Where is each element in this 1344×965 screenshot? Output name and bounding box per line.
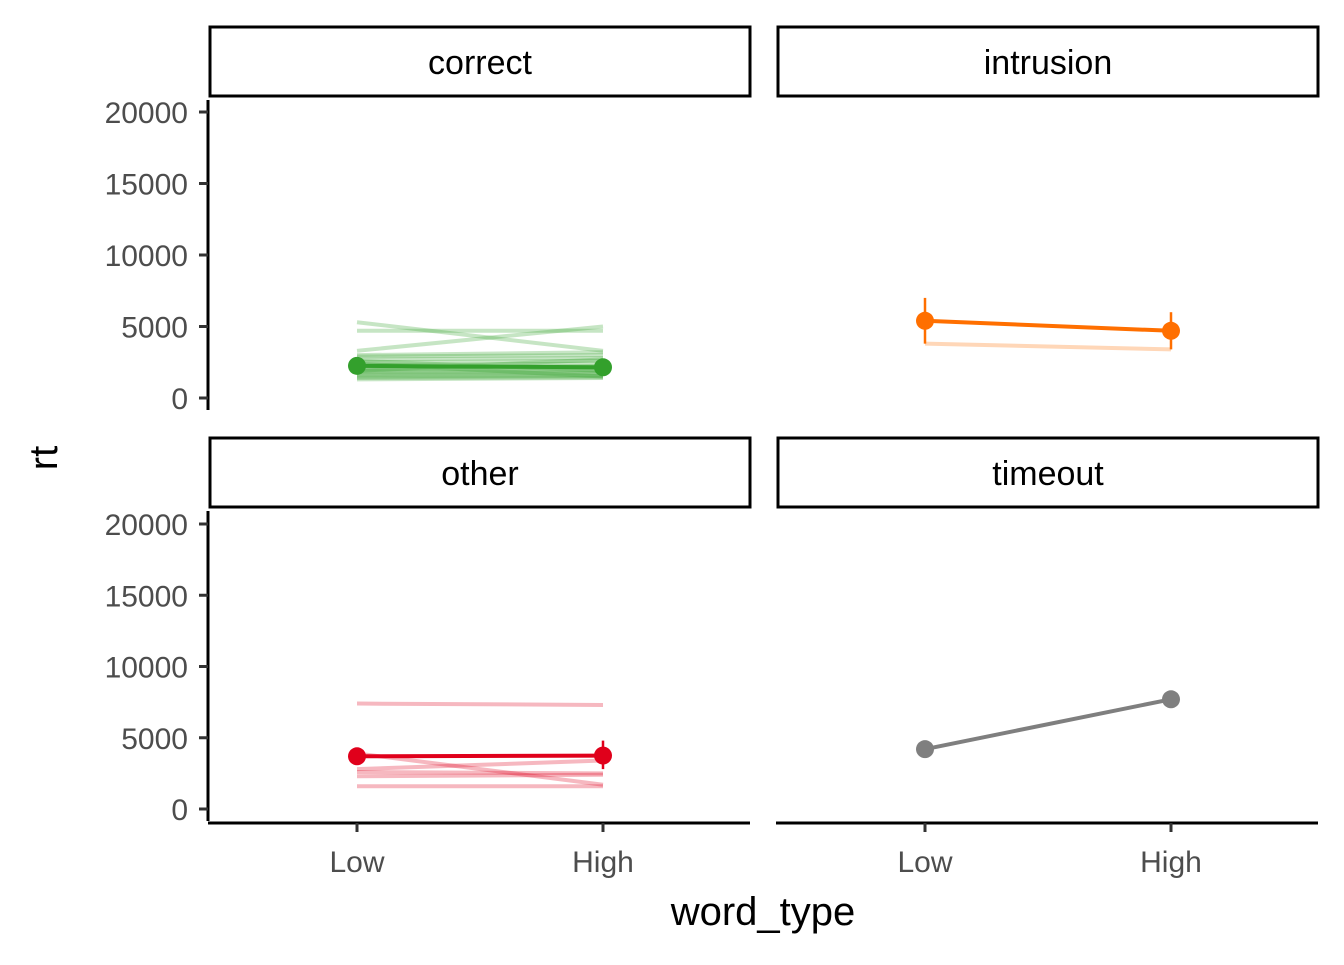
individual-series-line — [356, 375, 604, 380]
y-axis-title: rt — [22, 446, 66, 470]
x-tick-label: Low — [329, 846, 384, 879]
mean-line — [356, 363, 604, 370]
strip-box-timeout — [776, 436, 1320, 509]
mean-line — [924, 697, 1172, 752]
mean-point — [348, 747, 366, 766]
panel-timeout: timeout Low High — [776, 436, 1320, 879]
mean-line — [356, 753, 604, 759]
individual-series-line — [356, 372, 604, 378]
y-tick-label: 20000 — [105, 509, 188, 542]
panel-other: other 0 5000 10000 15000 20000 Low High — [105, 436, 752, 879]
panel-intrusion: intrusion — [776, 25, 1320, 352]
mean-point — [1162, 321, 1180, 340]
individual-series-line — [356, 368, 604, 373]
individual-series-line — [924, 341, 1172, 352]
y-tick-label: 10000 — [105, 652, 188, 685]
individual-series-line — [356, 355, 604, 362]
y-tick-label: 0 — [171, 383, 188, 416]
y-tick-label: 15000 — [105, 169, 188, 202]
mean-point — [916, 311, 934, 330]
individual-series-line — [356, 701, 604, 707]
strip-box-correct — [208, 25, 752, 98]
y-tick-label: 5000 — [121, 723, 188, 756]
individual-series-line — [356, 373, 604, 379]
individual-series-line — [356, 370, 604, 376]
individual-series-line — [356, 320, 604, 353]
individual-series-line — [356, 769, 604, 776]
mean-point — [1162, 690, 1180, 709]
mean-point — [348, 356, 366, 375]
x-axis-title: word_type — [670, 890, 856, 934]
y-tick-label: 10000 — [105, 240, 188, 273]
x-tick-label: High — [572, 846, 634, 879]
individual-series-line — [356, 751, 604, 787]
panels-layer: correct 0 5000 10000 15000 20000 intrusion othe… — [105, 25, 1320, 879]
strip-box-other — [208, 436, 752, 509]
strip-label-other: other — [441, 455, 519, 493]
mean-point — [594, 746, 612, 765]
y-tick-label: 0 — [171, 794, 188, 827]
x-tick-label: High — [1140, 846, 1202, 879]
mean-point — [916, 740, 934, 759]
strip-label-correct: correct — [428, 44, 532, 82]
strip-label-intrusion: intrusion — [984, 44, 1113, 82]
mean-point — [594, 358, 612, 377]
mean-line — [924, 318, 1172, 333]
strip-box-intrusion — [776, 25, 1320, 98]
y-tick-label: 5000 — [121, 312, 188, 345]
individual-series-line — [356, 772, 604, 779]
individual-series-line — [356, 375, 604, 382]
individual-series-line — [356, 358, 604, 365]
y-tick-label: 20000 — [105, 97, 188, 130]
individual-series-line — [356, 350, 604, 358]
individual-series-line — [356, 353, 604, 359]
individual-series-line — [356, 369, 604, 375]
x-tick-label: Low — [897, 846, 952, 879]
individual-series-line — [356, 324, 604, 353]
strip-label-timeout: timeout — [992, 455, 1104, 493]
y-tick-label: 15000 — [105, 580, 188, 613]
panel-correct: correct 0 5000 10000 15000 20000 — [105, 25, 752, 416]
individual-series-line — [356, 758, 604, 772]
